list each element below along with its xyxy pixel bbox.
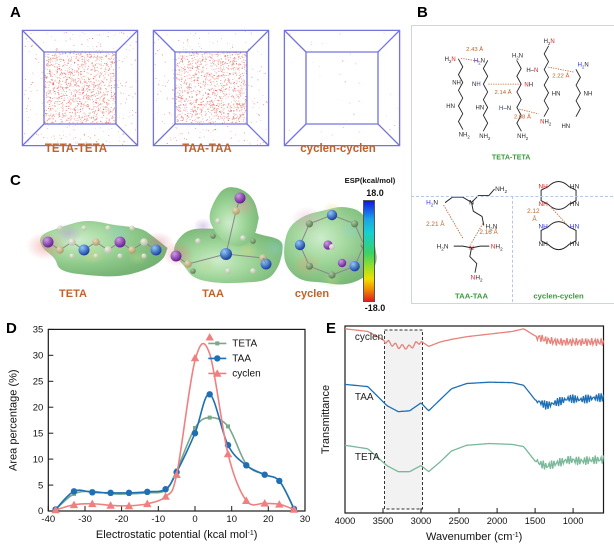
svg-text:TETA: TETA <box>355 452 380 463</box>
svg-text:2.16 Å: 2.16 Å <box>479 227 498 236</box>
svg-text:HN: HN <box>446 104 455 110</box>
svg-text:TAA: TAA <box>355 392 374 403</box>
svg-text:cyclen: cyclen <box>232 369 260 380</box>
svg-text:H2N: H2N <box>437 243 449 251</box>
svg-text:NH: NH <box>538 224 548 231</box>
svg-text:NH2: NH2 <box>517 134 529 141</box>
svg-text:2.43 Å: 2.43 Å <box>466 46 483 53</box>
svg-text:H–N: H–N <box>499 106 511 112</box>
svg-text:2500: 2500 <box>449 516 470 526</box>
svg-text:Transmittance: Transmittance <box>320 385 332 454</box>
svg-text:-10: -10 <box>151 514 165 525</box>
svg-text:HN: HN <box>476 106 485 112</box>
svg-text:3500: 3500 <box>373 516 394 526</box>
svg-text:TETA: TETA <box>232 339 257 350</box>
svg-text:-40: -40 <box>41 514 55 525</box>
svg-text:NH: NH <box>472 82 481 88</box>
svg-text:30: 30 <box>300 514 311 525</box>
svg-text:HN: HN <box>561 124 570 130</box>
svg-text:2000: 2000 <box>487 516 508 526</box>
svg-text:Area percentage (%): Area percentage (%) <box>7 369 19 471</box>
svg-text:NH: NH <box>452 81 461 87</box>
svg-text:-20: -20 <box>115 514 129 525</box>
svg-text:2.14 Å: 2.14 Å <box>495 89 512 96</box>
svg-text:20: 20 <box>263 514 274 525</box>
svg-text:0: 0 <box>192 514 197 525</box>
svg-text:H–N: H–N <box>526 68 538 74</box>
svg-text:2.22 Å: 2.22 Å <box>552 73 569 80</box>
svg-text:0: 0 <box>38 506 43 517</box>
svg-text:TAA-TAA: TAA-TAA <box>455 292 488 301</box>
svg-text:2.21 Å: 2.21 Å <box>426 219 445 228</box>
svg-text:2.12: 2.12 <box>527 208 540 215</box>
svg-text:TETA-TETA: TETA-TETA <box>492 154 531 162</box>
svg-text:H2N: H2N <box>474 59 485 66</box>
svg-text:cyclen-cyclen: cyclen-cyclen <box>533 292 584 301</box>
svg-text:Å: Å <box>532 214 537 223</box>
svg-text:cyclen: cyclen <box>355 332 383 343</box>
svg-text:3000: 3000 <box>411 516 432 526</box>
svg-text:NH: NH <box>538 183 548 190</box>
svg-text:Wavenumber (cm-1): Wavenumber (cm-1) <box>426 531 522 543</box>
svg-text:NH: NH <box>524 83 533 89</box>
svg-text:NH2: NH2 <box>471 274 483 282</box>
svg-text:-30: -30 <box>78 514 92 525</box>
svg-text:20: 20 <box>33 402 44 413</box>
svg-text:H2N: H2N <box>544 39 555 46</box>
svg-text:4000: 4000 <box>335 516 356 526</box>
svg-text:TAA: TAA <box>232 354 251 365</box>
svg-text:NH2: NH2 <box>495 186 507 194</box>
svg-text:H2N: H2N <box>426 200 438 208</box>
svg-text:NH2: NH2 <box>479 134 491 141</box>
svg-text:10: 10 <box>33 454 44 465</box>
svg-text:HN: HN <box>552 91 561 97</box>
svg-text:HN: HN <box>570 241 580 248</box>
svg-text:2.68 Å: 2.68 Å <box>514 113 531 120</box>
svg-text:35: 35 <box>33 325 44 336</box>
svg-text:15: 15 <box>33 428 44 439</box>
svg-text:HN: HN <box>570 224 580 231</box>
svg-text:30: 30 <box>33 351 44 362</box>
svg-text:NH: NH <box>584 91 593 97</box>
svg-text:HN: HN <box>570 183 580 190</box>
svg-text:NH2: NH2 <box>459 133 471 140</box>
svg-text:1000: 1000 <box>563 516 584 526</box>
svg-text:H2N: H2N <box>445 57 456 64</box>
svg-text:10: 10 <box>226 514 237 525</box>
svg-text:NH2: NH2 <box>491 243 503 251</box>
svg-text:Electrostatic potential (kcal: Electrostatic potential (kcal mol-1) <box>96 529 258 541</box>
svg-text:NH: NH <box>538 201 548 208</box>
svg-text:1500: 1500 <box>525 516 546 526</box>
svg-text:H2N: H2N <box>512 53 523 60</box>
svg-text:HN: HN <box>570 201 580 208</box>
svg-text:H2N: H2N <box>578 62 589 69</box>
svg-text:NH: NH <box>538 241 548 248</box>
svg-text:25: 25 <box>33 377 44 388</box>
svg-text:5: 5 <box>38 480 43 491</box>
svg-text:NH2: NH2 <box>540 120 552 127</box>
